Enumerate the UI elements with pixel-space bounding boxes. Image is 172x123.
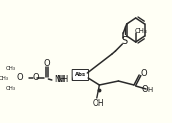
Text: N: N [56,75,63,84]
Text: O: O [140,69,147,78]
Text: O: O [142,85,148,94]
Text: NH: NH [55,76,66,85]
Text: S: S [121,36,127,46]
Text: H: H [61,76,68,85]
Text: CH₃: CH₃ [135,28,147,34]
FancyBboxPatch shape [72,69,89,80]
Text: CH₃: CH₃ [0,76,9,80]
Text: O: O [43,60,50,69]
Text: CH₃: CH₃ [5,66,15,70]
Text: Abs: Abs [75,72,86,77]
Text: OH: OH [93,100,104,108]
Text: H: H [147,87,152,93]
Text: O: O [17,74,23,83]
Polygon shape [72,76,73,80]
Text: CH₃: CH₃ [5,85,15,91]
Text: O: O [32,74,39,83]
